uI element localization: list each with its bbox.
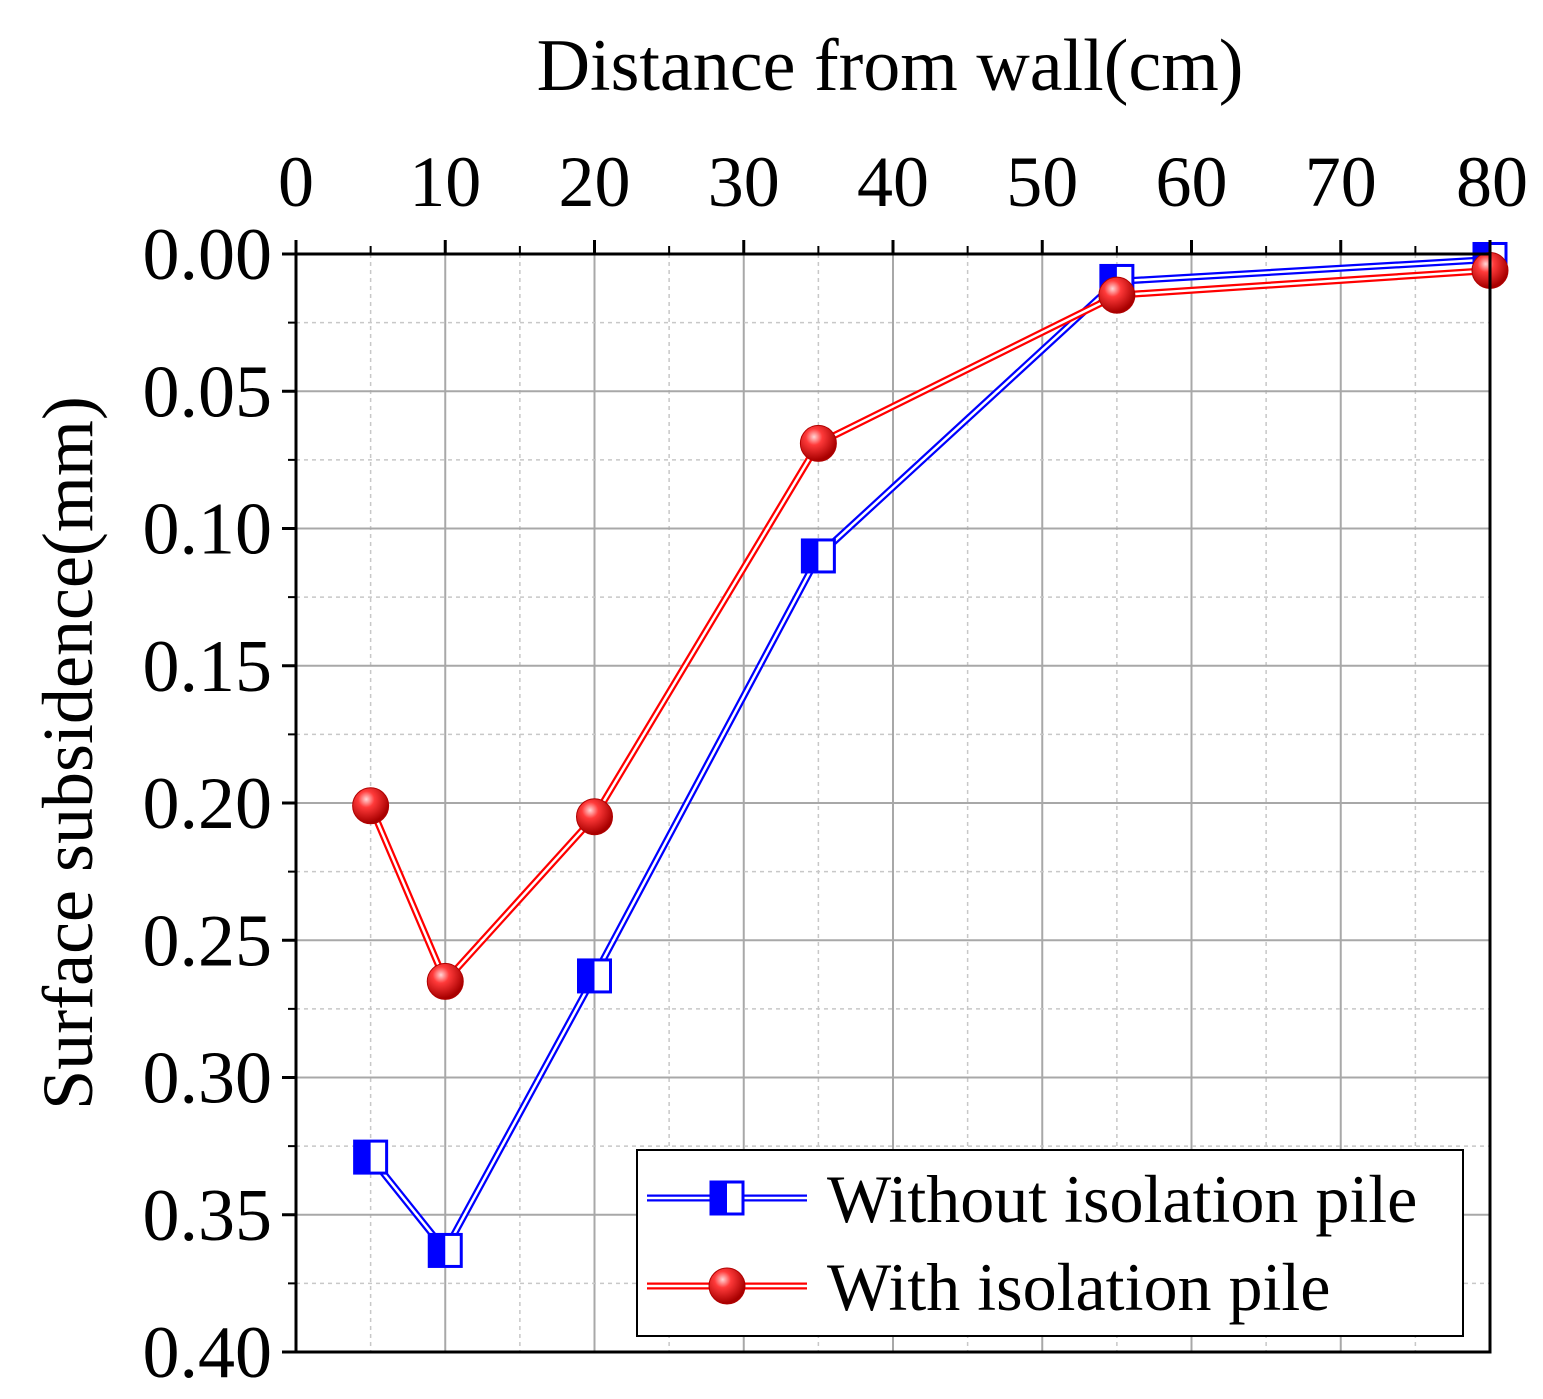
legend-item: Without isolation pile (647, 1161, 1417, 1237)
data-point (800, 538, 836, 574)
marker-sphere (1098, 276, 1136, 314)
series-without-isolation-pile (353, 241, 1508, 1268)
data-point (1098, 276, 1136, 314)
y-tick-label: 0.35 (143, 1175, 273, 1257)
series-layer (352, 241, 1509, 1268)
x-tick-label: 30 (708, 142, 780, 222)
x-tick-label: 80 (1456, 142, 1528, 222)
y-tick-label: 0.00 (143, 214, 273, 296)
x-tick-label: 20 (559, 142, 631, 222)
data-point (353, 1139, 389, 1175)
series-line-outer (367, 267, 1491, 985)
axes: 0 10 20 30 40 50 60 70 80 0.00 0.05 0.10 0.15 0.20 0.2… (143, 142, 1529, 1394)
x-axis-title: Distance from wall(cm) (537, 25, 1244, 107)
marker-sphere (576, 798, 613, 836)
marker-square-fill (578, 959, 595, 992)
y-tick-label: 0.25 (143, 900, 273, 982)
y-axis-title: Surface subsidence(mm) (28, 396, 108, 1110)
marker-sphere (708, 1267, 746, 1305)
marker-square-fill (429, 1234, 446, 1267)
series-with-isolation-pile (352, 251, 1509, 1000)
marker-sphere (799, 424, 837, 462)
legend: Without isolation pile With isolation pil… (636, 1149, 1464, 1337)
y-tick-label: 0.05 (143, 351, 273, 433)
x-tick-label: 70 (1305, 142, 1377, 222)
y-tick-label: 0.20 (143, 763, 273, 845)
legend-label: With isolation pile (827, 1249, 1330, 1325)
y-tick-label: 0.30 (143, 1038, 273, 1120)
data-point (426, 962, 464, 1000)
marker-sphere (426, 962, 464, 1000)
series-line-outer (367, 256, 1491, 1254)
legend-label: Without isolation pile (827, 1161, 1417, 1237)
x-tick-label: 50 (1006, 142, 1078, 222)
legend-item: With isolation pile (647, 1249, 1330, 1325)
x-tick-label: 60 (1156, 142, 1228, 222)
x-tick-label: 40 (857, 142, 929, 222)
x-tick-label: 0 (278, 142, 314, 222)
y-tick-label: 0.40 (143, 1312, 273, 1394)
data-point (352, 787, 390, 825)
y-tick-label: 0.10 (143, 489, 273, 571)
series-line-inner (369, 269, 1491, 983)
legend-items: Without isolation pile With isolation pil… (647, 1161, 1417, 1325)
marker-square-fill (802, 539, 819, 572)
y-tick-label: 0.15 (143, 626, 273, 708)
marker-square-fill (354, 1141, 371, 1174)
data-point (427, 1232, 463, 1268)
data-point (576, 798, 613, 836)
marker-sphere (352, 787, 390, 825)
x-tick-label: 10 (409, 142, 481, 222)
marker-square-fill (711, 1182, 727, 1214)
legend-box (636, 1149, 1464, 1337)
series-line-inner (369, 258, 1491, 1252)
data-point (577, 958, 612, 994)
data-point (799, 424, 837, 462)
